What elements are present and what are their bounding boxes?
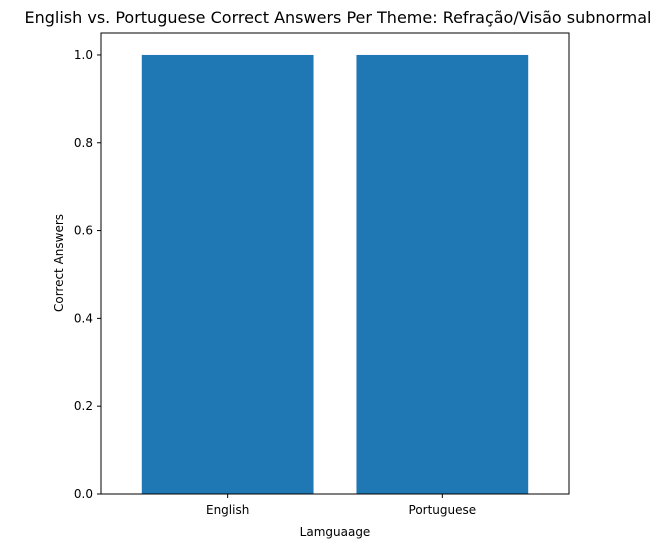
chart-title: English vs. Portuguese Correct Answers P… — [25, 8, 652, 27]
bar-english — [141, 54, 314, 494]
y-tick-label: 0.4 — [74, 311, 93, 325]
y-tick-label: 1.0 — [74, 48, 93, 62]
x-axis-label: Lamguaage — [300, 525, 371, 539]
y-tick-label: 0.8 — [74, 136, 93, 150]
bars-group — [141, 54, 529, 494]
y-tick-label: 0.0 — [74, 487, 93, 501]
plot-frame — [100, 32, 570, 495]
x-tick-label: Portuguese — [409, 503, 477, 517]
y-tick-label: 0.2 — [74, 399, 93, 413]
x-axis: English Portuguese — [206, 494, 476, 517]
y-tick-label: 0.6 — [74, 224, 93, 238]
y-axis: 0.0 0.2 0.4 0.6 0.8 1.0 — [74, 48, 101, 501]
x-tick-label: English — [206, 503, 249, 517]
bar-portuguese — [356, 54, 529, 494]
y-axis-label: Correct Answers — [52, 214, 66, 312]
